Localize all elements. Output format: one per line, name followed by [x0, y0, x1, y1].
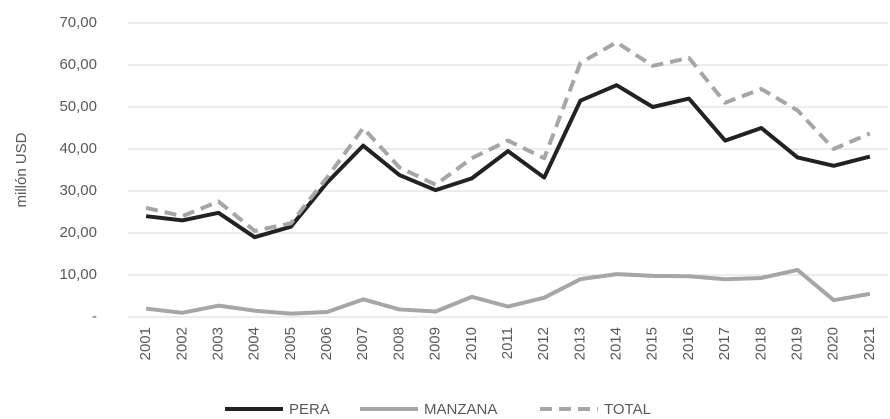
x-tick-label: 2020 — [825, 327, 842, 360]
y-tick-label: 30,00 — [59, 182, 97, 199]
legend-label: MANZANA — [424, 401, 497, 418]
x-tick-label: 2018 — [752, 327, 769, 360]
x-tick-label: 2004 — [246, 327, 263, 360]
x-tick-label: 2009 — [427, 327, 444, 360]
y-tick-label: 40,00 — [59, 140, 97, 157]
x-tick-label: 2001 — [137, 327, 154, 360]
x-tick-label: 2015 — [644, 327, 661, 360]
y-axis-label: millón USD — [13, 132, 30, 207]
x-tick-label: 2017 — [716, 327, 733, 360]
legend-label: PERA — [289, 401, 330, 418]
x-tick-label: 2013 — [571, 327, 588, 360]
x-tick-label: 2007 — [354, 327, 371, 360]
x-tick-label: 2019 — [788, 327, 805, 360]
line-series — [145, 83, 871, 240]
y-tick-label: 20,00 — [59, 224, 97, 241]
y-tick-label: 50,00 — [59, 98, 97, 115]
x-tick-label: 2012 — [535, 327, 552, 360]
y-tick-label: - — [92, 308, 97, 325]
x-tick-label: 2005 — [282, 327, 299, 360]
x-tick-label: 2014 — [608, 327, 625, 360]
x-tick-label: 2021 — [861, 327, 878, 360]
x-tick-label: 2008 — [390, 327, 407, 360]
y-tick-label: 60,00 — [59, 56, 97, 73]
legend-label: TOTAL — [604, 401, 651, 418]
y-tick-label: 70,00 — [59, 14, 97, 31]
y-tick-label: 10,00 — [59, 266, 97, 283]
x-tick-label: 2003 — [209, 327, 226, 360]
x-tick-label: 2016 — [680, 327, 697, 360]
x-tick-label: 2006 — [318, 327, 335, 360]
x-tick-label: 2002 — [173, 327, 190, 360]
line-series — [145, 267, 871, 316]
x-tick-label: 2011 — [499, 327, 516, 359]
line-series — [145, 40, 871, 233]
x-tick-label: 2010 — [463, 327, 480, 360]
